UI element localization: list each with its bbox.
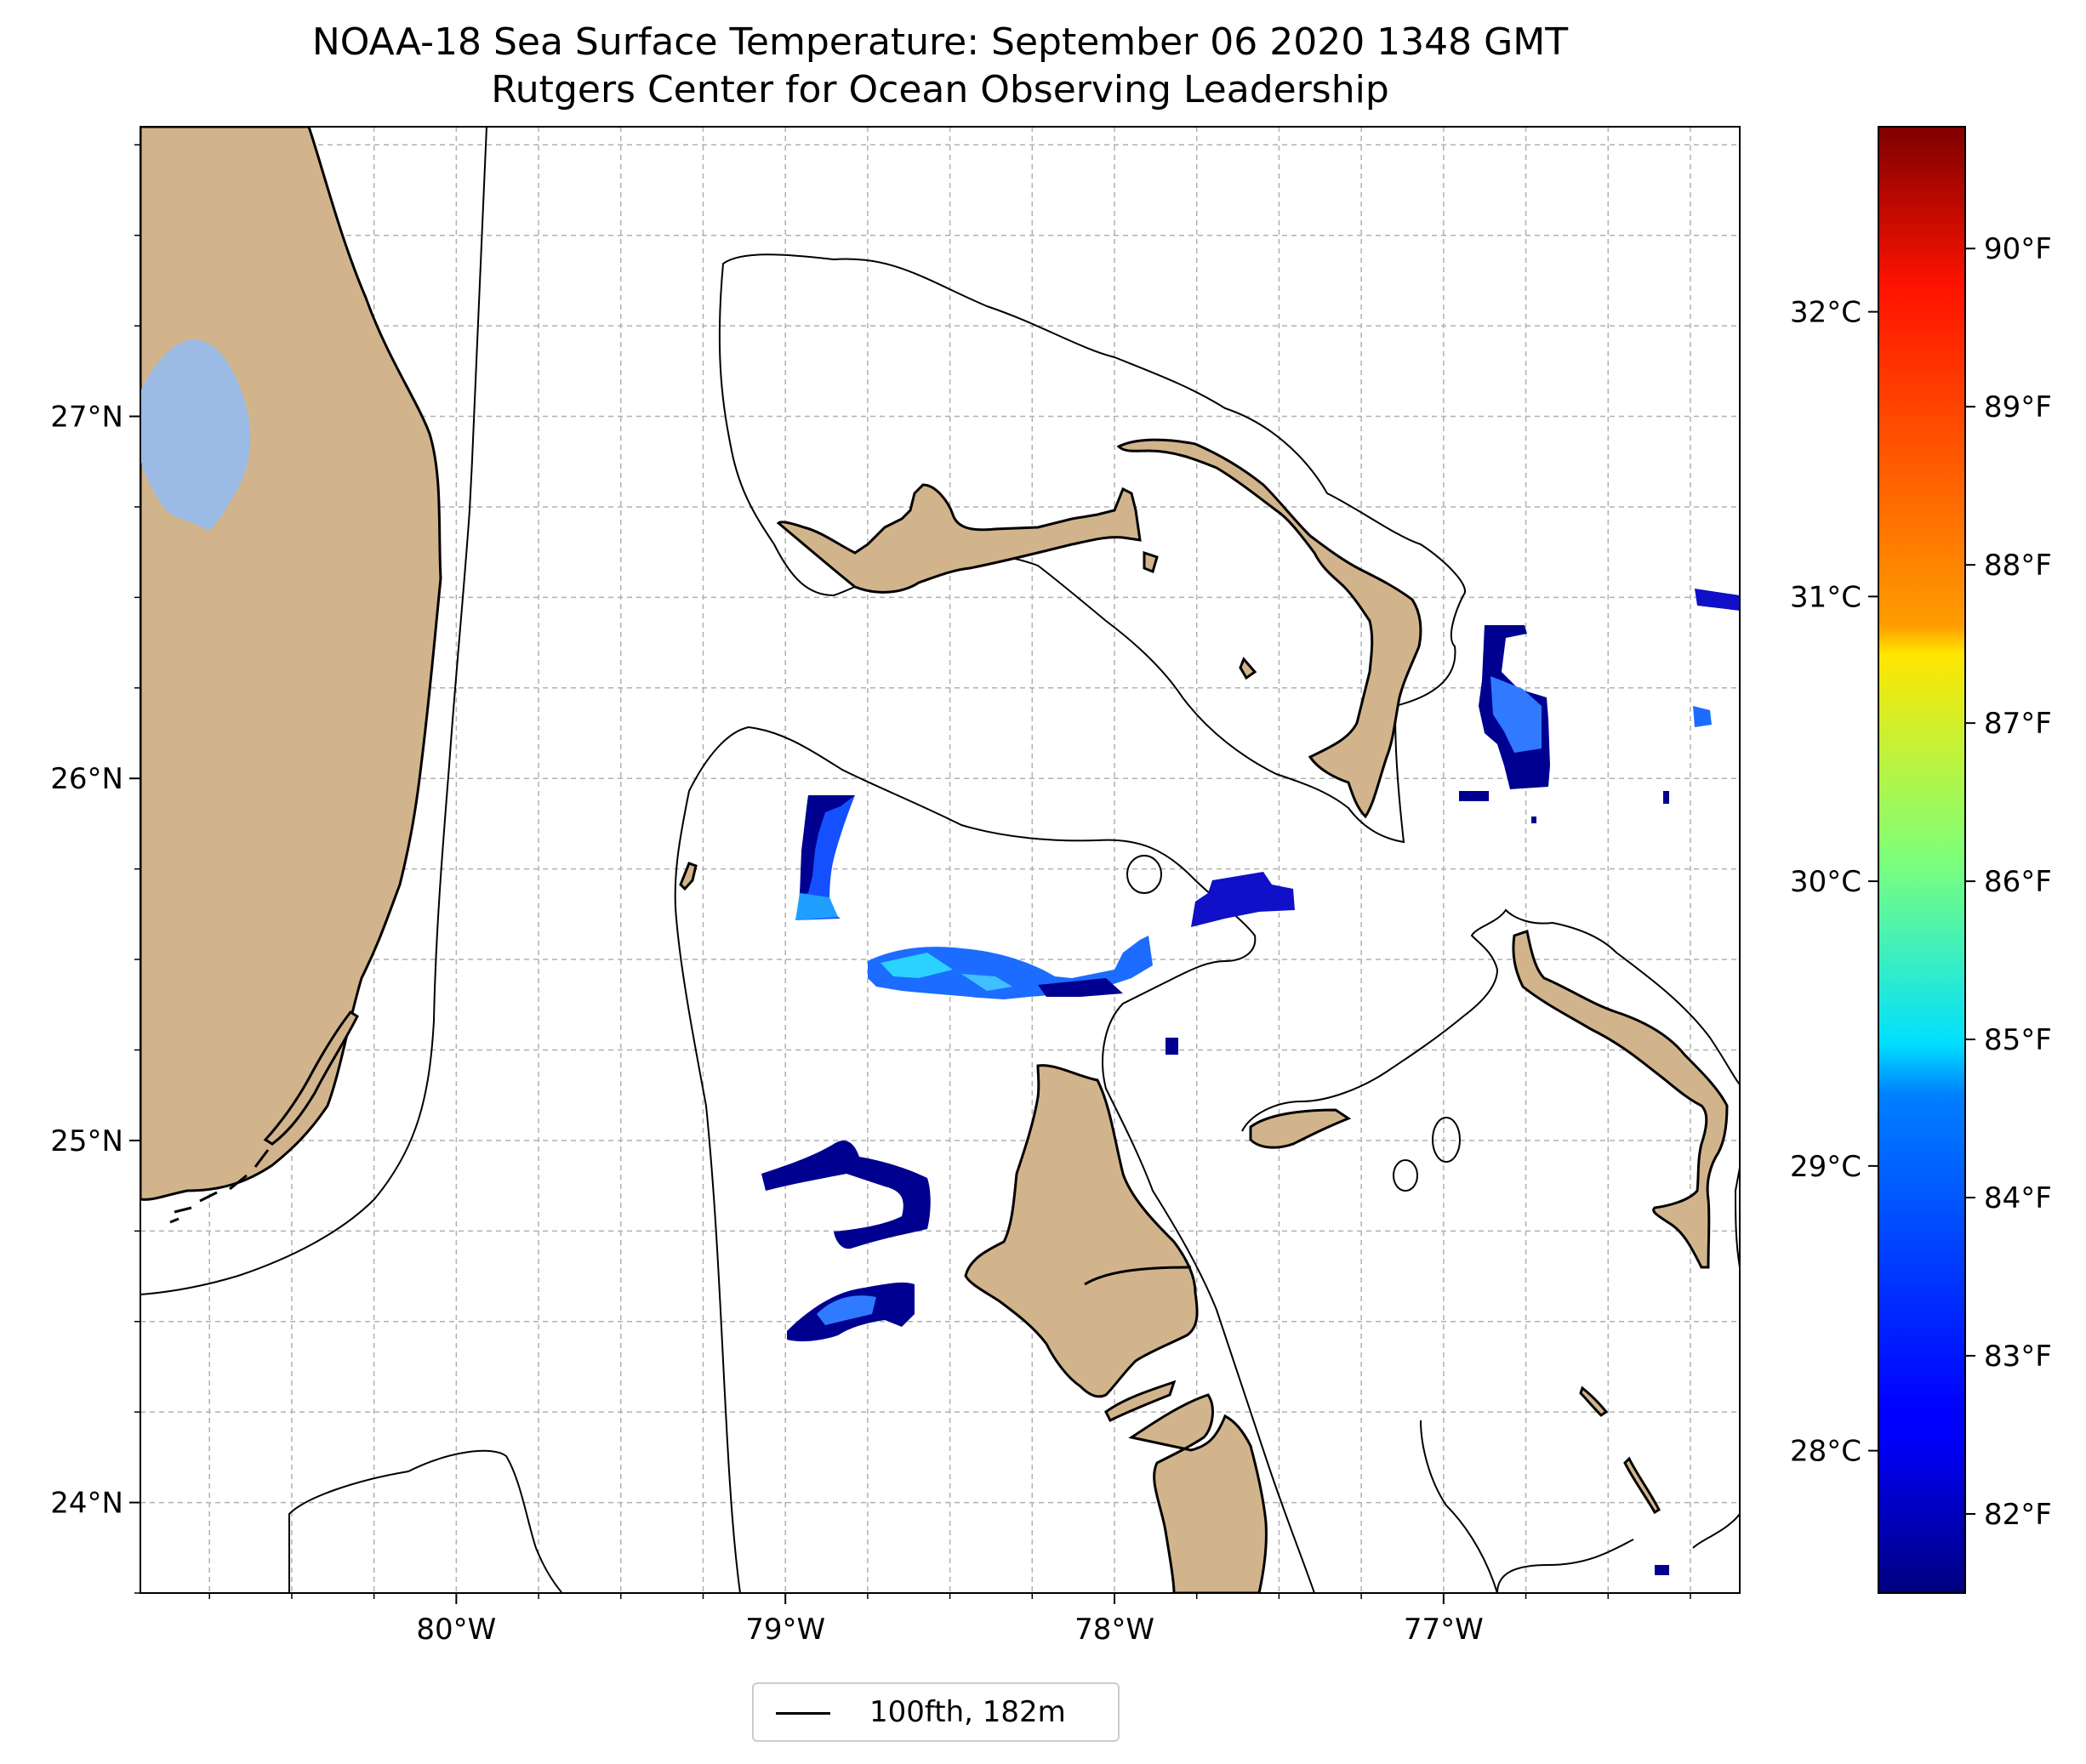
bimini-islands [679,862,698,891]
map-title: NOAA-18 Sea Surface Temperature: Septemb… [311,20,1569,64]
fahrenheit-tick-label: 85°F [1984,1023,2052,1057]
legend-label: 100fth, 182m [869,1695,1066,1729]
contour-little-bahama-bank [718,253,1466,844]
fahrenheit-tick-label: 90°F [1984,232,2052,266]
fahrenheit-tick-label: 87°F [1984,707,2052,741]
map-frame [140,126,1741,1594]
florida-keys [263,1010,359,1146]
grand-bahama-island [776,483,1142,594]
celsius-tick-label: 28°C [1790,1435,1861,1469]
longitude-axis: 80°W 79°W 78°W 77°W [208,1593,1691,1647]
map-legend: 100fth, 182m [752,1682,1120,1742]
fahrenheit-tick-label: 84°F [1984,1181,2052,1215]
fahrenheit-tick-label: 83°F [1984,1340,2052,1374]
contour-florida-shelf [140,127,487,1295]
new-providence-island [1249,1108,1352,1149]
celsius-tick-label: 31°C [1790,580,1861,614]
andros-south [1128,1393,1268,1593]
lon-tick-label: 78°W [1074,1613,1154,1647]
lake-okeechobee [140,339,251,529]
lon-tick-label: 79°W [745,1613,825,1647]
fahrenheit-tick-label: 86°F [1984,865,2052,899]
lat-tick-label: 26°N [50,762,123,796]
fahrenheit-tick-label: 82°F [1984,1498,2052,1532]
map-subtitle: Rutgers Center for Ocean Observing Leade… [491,68,1389,111]
legend-line-swatch [776,1712,830,1715]
celsius-tick-label: 32°C [1790,296,1861,330]
colorbar-celsius-axis: 28°C 29°C 30°C 31°C 32°C [1790,296,1878,1469]
celsius-tick-label: 30°C [1790,865,1861,899]
eleuthera-island [1512,930,1729,1269]
andros-island [964,1064,1199,1398]
lon-tick-label: 77°W [1404,1613,1484,1647]
contour-eleuthera [1241,908,1740,1132]
great-abaco-island [1116,438,1422,819]
lon-tick-label: 80°W [416,1613,496,1647]
sst-data-patches [761,589,1740,1575]
celsius-tick-label: 29°C [1790,1150,1861,1184]
lat-tick-label: 25°N [50,1124,123,1158]
fahrenheit-tick-label: 88°F [1984,549,2052,583]
latitude-axis: 24°N 25°N 26°N 27°N [50,144,140,1594]
colorbar [1878,126,1966,1594]
lat-tick-label: 24°N [50,1487,123,1521]
colorbar-fahrenheit-axis: 82°F 83°F 84°F 85°F 86°F 87°F 88°F 89°F 90°F [1965,232,2052,1532]
lat-tick-label: 27°N [50,401,123,435]
contour-great-bahama-bank [674,726,1315,1593]
fahrenheit-tick-label: 89°F [1984,390,2052,424]
